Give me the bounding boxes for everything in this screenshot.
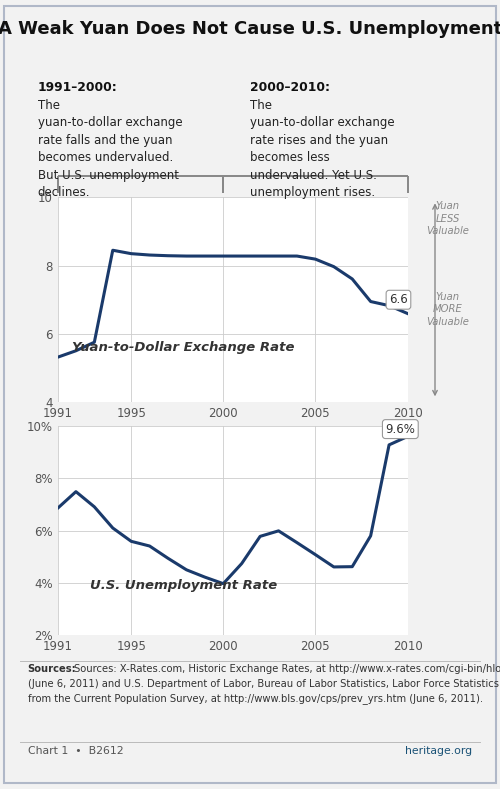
Text: (June 6, 2011) and U.S. Department of Labor, Bureau of Labor Statistics, Labor F: (June 6, 2011) and U.S. Department of La…	[28, 679, 498, 689]
Text: 1991–2000:: 1991–2000:	[38, 81, 117, 94]
Text: U.S. Unemployment Rate: U.S. Unemployment Rate	[90, 579, 277, 593]
Text: A Weak Yuan Does Not Cause U.S. Unemployment: A Weak Yuan Does Not Cause U.S. Unemploy…	[0, 20, 500, 38]
Text: Sources: X-Rates.com, Historic Exchange Rates, at http://www.x-rates.com/cgi-bin: Sources: X-Rates.com, Historic Exchange …	[74, 664, 500, 675]
Text: Yuan
LESS
Valuable: Yuan LESS Valuable	[426, 201, 469, 236]
Text: 6.6: 6.6	[389, 294, 408, 306]
Text: Yuan
MORE
Valuable: Yuan MORE Valuable	[426, 292, 469, 327]
Text: The
yuan-to-dollar exchange
rate rises and the yuan
becomes less
undervalued. Ye: The yuan-to-dollar exchange rate rises a…	[250, 99, 394, 199]
Text: The
yuan-to-dollar exchange
rate falls and the yuan
becomes undervalued.
But U.S: The yuan-to-dollar exchange rate falls a…	[38, 99, 182, 199]
Text: Sources:: Sources:	[28, 664, 76, 675]
Text: Chart 1  •  B2612: Chart 1 • B2612	[28, 746, 123, 756]
Text: 9.6%: 9.6%	[386, 423, 416, 436]
Text: from the Current Population Survey, at http://www.bls.gov/cps/prev_yrs.htm (June: from the Current Population Survey, at h…	[28, 693, 482, 704]
Text: Yuan-to-Dollar Exchange Rate: Yuan-to-Dollar Exchange Rate	[72, 341, 295, 354]
Text: 2000–2010:: 2000–2010:	[250, 81, 330, 94]
Text: heritage.org: heritage.org	[406, 746, 472, 756]
